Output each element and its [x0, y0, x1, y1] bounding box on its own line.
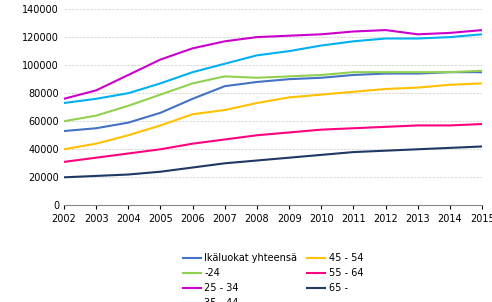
Legend: Ikäluokat yhteensä, -24, 25 - 34, 35 - 44, 45 - 54, 55 - 64, 65 -: Ikäluokat yhteensä, -24, 25 - 34, 35 - 4… [183, 253, 363, 302]
